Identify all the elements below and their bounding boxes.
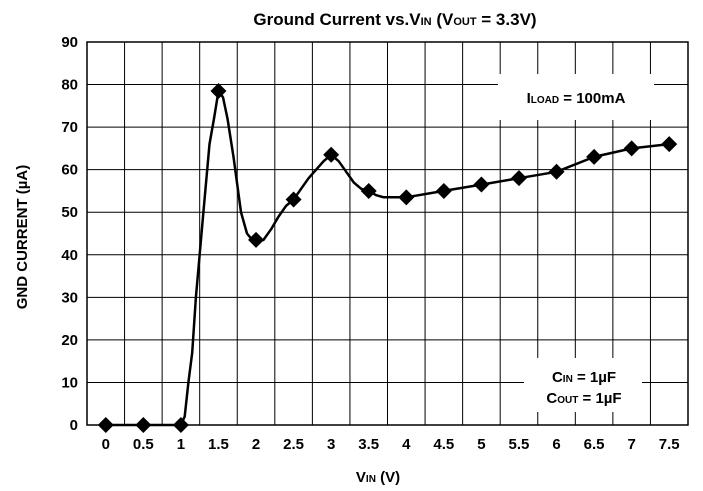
x-tick-label: 4 xyxy=(402,436,411,453)
x-tick-labels: 0 0.5 1 1.5 2 2.5 3 3.5 4 4.5 5 5.5 6 6.5 7 7.5 xyxy=(102,436,680,453)
y-tick-labels: 0 10 20 30 40 50 60 70 80 90 xyxy=(61,34,78,434)
y-tick-label: 90 xyxy=(61,34,78,51)
data-point-marker xyxy=(510,170,527,187)
series-markers xyxy=(97,82,678,433)
data-point-marker xyxy=(360,182,377,199)
y-tick-label: 0 xyxy=(70,417,78,434)
y-tick-label: 30 xyxy=(61,289,78,306)
data-point-marker xyxy=(548,163,565,180)
data-point-marker xyxy=(473,176,490,193)
y-tick-label: 80 xyxy=(61,77,78,94)
x-tick-label: 0.5 xyxy=(133,436,154,453)
x-tick-label: 2.5 xyxy=(283,436,304,453)
cin-annotation: CIN = 1µF xyxy=(552,369,616,386)
capacitor-annotation-bg xyxy=(524,358,642,412)
y-tick-label: 10 xyxy=(61,374,78,391)
x-tick-label: 1.5 xyxy=(208,436,229,453)
chart-title: Ground Current vs.VIN (VOUT = 3.3V) xyxy=(253,10,536,29)
x-tick-label: 0 xyxy=(102,436,110,453)
data-point-marker xyxy=(285,191,302,208)
data-point-marker xyxy=(623,140,640,157)
data-point-marker xyxy=(435,182,452,199)
x-tick-label: 5 xyxy=(477,436,485,453)
data-point-marker xyxy=(248,231,265,248)
x-tick-label: 7.5 xyxy=(659,436,680,453)
data-point-marker xyxy=(661,136,678,153)
x-tick-label: 3.5 xyxy=(358,436,379,453)
x-tick-label: 3 xyxy=(327,436,335,453)
cout-annotation: COUT = 1µF xyxy=(546,390,621,407)
data-point-marker xyxy=(398,189,415,206)
y-tick-label: 60 xyxy=(61,162,78,179)
x-tick-label: 1 xyxy=(177,436,185,453)
x-tick-label: 5.5 xyxy=(509,436,530,453)
x-axis-label: VIN (V) xyxy=(356,469,400,486)
y-tick-label: 40 xyxy=(61,247,78,264)
x-tick-label: 4.5 xyxy=(433,436,454,453)
plot-frame xyxy=(86,41,689,426)
y-tick-label: 70 xyxy=(61,119,78,136)
x-tick-label: 6 xyxy=(552,436,560,453)
y-tick-label: 50 xyxy=(61,204,78,221)
y-axis-label: GND CURRENT (µA) xyxy=(14,165,31,309)
data-point-marker xyxy=(210,82,227,99)
data-point-marker xyxy=(586,148,603,165)
x-tick-label: 2 xyxy=(252,436,260,453)
y-tick-label: 20 xyxy=(61,332,78,349)
x-tick-label: 7 xyxy=(627,436,635,453)
x-tick-label: 6.5 xyxy=(584,436,605,453)
iload-annotation-bg xyxy=(498,74,654,120)
data-point-marker xyxy=(323,146,340,163)
iload-annotation: ILOAD = 100mA xyxy=(527,90,626,107)
